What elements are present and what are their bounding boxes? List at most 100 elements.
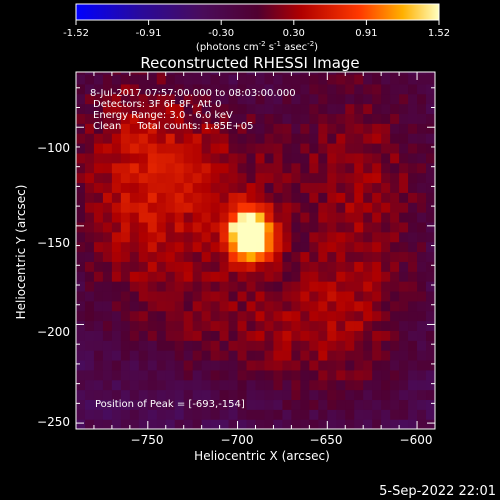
heatmap-cell [120,133,131,144]
heatmap-cell [291,83,301,95]
heatmap-cell [426,300,435,312]
heatmap-cell [138,113,149,124]
heatmap-cell [165,123,176,134]
heatmap-cell [255,72,266,75]
heatmap-cell [210,73,221,85]
heatmap-cell [138,221,149,233]
heatmap-cell [390,281,400,292]
heatmap-cell [183,409,194,420]
heatmap-cell [84,133,95,144]
heatmap-cell [426,152,435,164]
heatmap-cell [282,271,292,282]
heatmap-cell [255,172,266,184]
heatmap-cell [354,103,364,115]
heatmap-cell [111,379,122,391]
heatmap-cell [246,261,257,272]
heatmap-cell [408,73,418,85]
heatmap-cell [102,192,113,203]
heatmap-cell [219,369,230,381]
heatmap-cell [156,389,167,401]
heatmap-cell [120,300,131,312]
heatmap-cell [318,221,328,233]
heatmap-cell [399,103,409,115]
heatmap-cell [76,281,86,292]
heatmap-cell [372,281,382,292]
heatmap-cell [300,202,310,213]
heatmap-cell [84,73,95,85]
heatmap-cell [264,93,275,105]
heatmap-cell [165,113,176,124]
heatmap-cell [282,113,292,124]
clean-annotation: Clean Total counts: 1.85E+05 [93,121,253,132]
heatmap-cell [147,123,158,134]
heatmap-cell [201,162,212,174]
heatmap-cell [390,340,400,351]
heatmap-cell [273,241,284,253]
heatmap-cell [237,379,248,391]
heatmap-cell [390,399,400,410]
heatmap-cell [363,113,373,124]
heatmap-cell [192,202,203,213]
heatmap-cell [120,310,131,322]
heatmap-cell [399,133,409,144]
heatmap-cell [165,202,176,213]
heatmap-cell [363,143,373,154]
heatmap-cell [219,231,230,243]
heatmap-cell [327,113,337,124]
heatmap-cell [102,73,113,85]
heatmap-cell [390,379,400,391]
heatmap-cell [138,350,149,361]
heatmap-cell [264,261,275,272]
heatmap-cell [93,281,104,292]
heatmap-cell [102,182,113,193]
heatmap-cell [408,350,418,361]
heatmap-cell [273,251,284,262]
heatmap-cell [291,300,301,312]
heatmap-cell [228,350,239,361]
heatmap-cell [156,192,167,203]
heatmap-cell [165,72,176,75]
heatmap-cell [426,241,435,253]
heatmap-cell [246,300,257,312]
heatmap-cell [174,251,185,262]
heatmap-cell [291,133,301,144]
heatmap-cell [390,310,400,322]
heatmap-cell [219,103,230,115]
heatmap-cell [363,73,373,85]
axis-ticks [76,72,435,429]
heatmap-cell [255,379,266,391]
heatmap-cell [237,212,248,223]
heatmap-cell [210,241,221,253]
heatmap-cell [228,281,239,292]
heatmap-cell [84,310,95,322]
heatmap-cell [93,300,104,312]
heatmap-cell [76,143,86,154]
heatmap-cell [336,271,346,282]
heatmap-cell [102,133,113,144]
heatmap-cell [201,231,212,243]
heatmap-cell [102,320,113,331]
y-tick-label: −250 [37,415,70,429]
heatmap-cell [390,300,400,312]
heatmap-cell [282,409,292,420]
heatmap-cell [93,83,104,95]
heatmap-cell [363,192,373,203]
heatmap-cell [102,143,113,154]
heatmap-cell [192,221,203,233]
heatmap-cell [273,72,284,75]
heatmap-cell [300,113,310,124]
heatmap-cell [372,231,382,243]
heatmap-cell [219,72,230,75]
heatmap-cell [129,389,140,401]
heatmap-cell [156,143,167,154]
heatmap-cell [183,399,194,410]
heatmap-cell [327,379,337,391]
heatmap-cell [300,123,310,134]
heatmap-cell [93,73,104,85]
heatmap-cell [228,419,239,429]
heatmap-cell [327,419,337,429]
heatmap-cell [76,72,86,75]
heatmap-cell [201,379,212,391]
heatmap-cell [336,231,346,243]
heatmap-cell [246,83,257,95]
